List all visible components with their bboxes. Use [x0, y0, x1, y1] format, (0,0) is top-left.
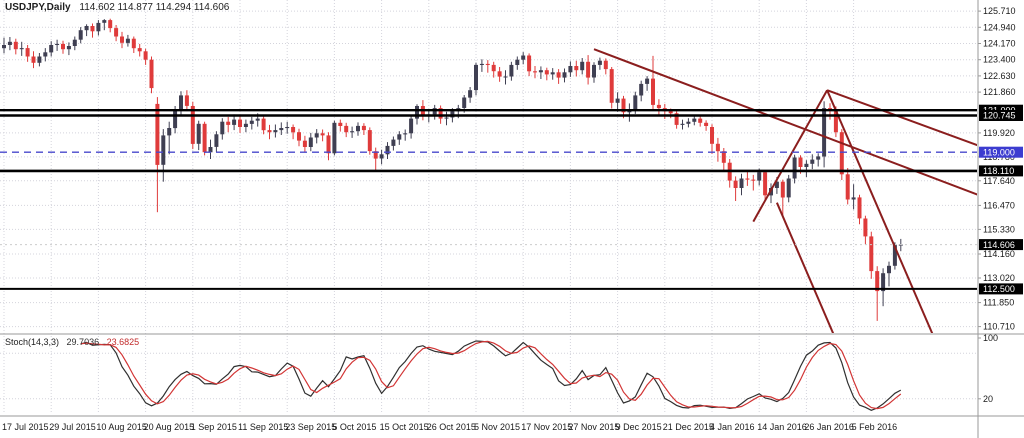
svg-text:113.020: 113.020	[983, 273, 1015, 283]
svg-text:9 Dec 2015: 9 Dec 2015	[616, 422, 662, 432]
svg-text:114.606: 114.606	[983, 240, 1015, 250]
svg-text:116.470: 116.470	[983, 200, 1015, 210]
horizontal-level-lines[interactable]	[0, 108, 977, 290]
svg-text:123.400: 123.400	[983, 55, 1016, 65]
svg-text:110.710: 110.710	[983, 322, 1015, 332]
svg-text:5 Oct 2015: 5 Oct 2015	[332, 422, 376, 432]
svg-text:11 Sep 2015: 11 Sep 2015	[238, 422, 288, 432]
svg-text:121.860: 121.860	[983, 87, 1016, 97]
svg-text:1 Sep 2015: 1 Sep 2015	[191, 422, 237, 432]
chart-title: USDJPY,Daily 114.602 114.877 114.294 114…	[5, 2, 229, 13]
svg-text:111.850: 111.850	[983, 298, 1014, 308]
svg-text:23 Sep 2015: 23 Sep 2015	[285, 422, 336, 432]
stochastic-label: Stoch(14,3,3)	[5, 337, 60, 347]
svg-text:4 Jan 2016: 4 Jan 2016	[710, 422, 755, 432]
svg-text:115.330: 115.330	[983, 224, 1015, 234]
stochastic-d-value: 23.6825	[106, 337, 140, 347]
svg-text:124.170: 124.170	[983, 39, 1016, 49]
svg-text:117.640: 117.640	[983, 176, 1015, 186]
svg-text:119.920: 119.920	[983, 128, 1015, 138]
price-level-badge: 120.745	[979, 110, 1023, 121]
svg-text:15 Oct 2015: 15 Oct 2015	[380, 422, 429, 432]
svg-text:27 Nov 2015: 27 Nov 2015	[568, 422, 619, 432]
svg-text:124.940: 124.940	[983, 22, 1016, 32]
svg-text:20 Aug 2015: 20 Aug 2015	[144, 422, 195, 432]
svg-text:26 Oct 2015: 26 Oct 2015	[427, 422, 476, 432]
svg-text:5 Nov 2015: 5 Nov 2015	[474, 422, 520, 432]
stochastic-lines	[80, 340, 902, 411]
price-level-badge: 114.606	[979, 239, 1023, 251]
trendline-channel[interactable]	[593, 48, 1024, 360]
ohlc-readout: 114.602 114.877 114.294 114.606	[79, 2, 230, 13]
svg-text:17 Nov 2015: 17 Nov 2015	[521, 422, 572, 432]
price-level-badge: 118.110	[979, 165, 1023, 177]
svg-text:122.630: 122.630	[983, 71, 1016, 81]
svg-text:17 Jul 2015: 17 Jul 2015	[2, 422, 49, 432]
svg-text:120.745: 120.745	[983, 111, 1016, 121]
svg-text:118.110: 118.110	[983, 166, 1014, 176]
svg-text:21 Dec 2015: 21 Dec 2015	[663, 422, 714, 432]
svg-text:119.000: 119.000	[983, 147, 1015, 157]
svg-text:5 Feb 2016: 5 Feb 2016	[852, 422, 898, 432]
svg-text:125.710: 125.710	[983, 6, 1016, 16]
svg-text:100: 100	[983, 333, 998, 343]
svg-text:114.160: 114.160	[983, 249, 1015, 259]
svg-text:14 Jan 2016: 14 Jan 2016	[757, 422, 807, 432]
svg-text:26 Jan 2016: 26 Jan 2016	[804, 422, 854, 432]
svg-text:112.500: 112.500	[983, 284, 1015, 294]
symbol-timeframe-label: USDJPY,Daily	[5, 2, 71, 13]
svg-text:29 Jul 2015: 29 Jul 2015	[49, 422, 96, 432]
stochastic-k-value: 29.7036	[66, 337, 100, 347]
svg-text:10 Aug 2015: 10 Aug 2015	[96, 422, 147, 432]
svg-text:20: 20	[983, 394, 993, 404]
price-axis[interactable]: 125.710 124.940 124.170 123.400 122.630 121.8…	[978, 6, 1023, 404]
price-level-badge: 112.500	[979, 283, 1023, 295]
stochastic-title: Stoch(14,3,3) 29.7036 23.6825	[5, 337, 139, 347]
price-level-badge: 119.000	[979, 146, 1023, 158]
